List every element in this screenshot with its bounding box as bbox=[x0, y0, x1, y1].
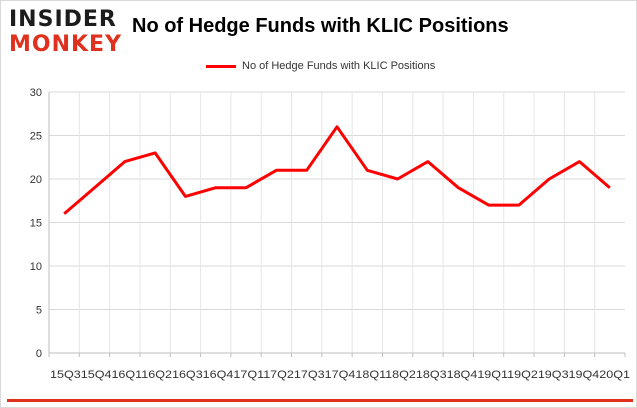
logo-line-2: MONKEY bbox=[9, 32, 123, 57]
axes bbox=[48, 92, 626, 357]
y-tick-label: 10 bbox=[30, 261, 42, 273]
series-layer bbox=[63, 125, 611, 215]
y-tick-label: 25 bbox=[30, 131, 42, 143]
logo-line-1: INSIDER bbox=[9, 7, 117, 32]
y-tick-label: 15 bbox=[30, 218, 42, 230]
y-tick-label: 0 bbox=[36, 348, 42, 360]
y-tick-label: 20 bbox=[30, 174, 42, 186]
chart-title: No of Hedge Funds with KLIC Positions bbox=[132, 15, 509, 37]
y-tick-label: 30 bbox=[30, 87, 42, 99]
x-tick-labels-text: 15Q315Q416Q116Q216Q316Q417Q117Q217Q317Q4… bbox=[50, 369, 630, 381]
y-tick-label: 5 bbox=[36, 305, 42, 317]
gridlines bbox=[49, 91, 625, 354]
legend: No of Hedge Funds with KLIC Positions bbox=[206, 58, 435, 74]
y-tick-labels: 0 5 10 15 20 25 30 bbox=[30, 87, 42, 360]
bottom-rule bbox=[7, 399, 633, 402]
insider-monkey-logo: INSIDER MONKEY bbox=[9, 9, 121, 59]
x-tick-labels: 15Q315Q416Q116Q216Q316Q417Q117Q217Q317Q4… bbox=[50, 369, 630, 381]
series-line bbox=[63, 125, 611, 215]
legend-swatch bbox=[206, 64, 236, 68]
legend-label: No of Hedge Funds with KLIC Positions bbox=[242, 60, 436, 72]
